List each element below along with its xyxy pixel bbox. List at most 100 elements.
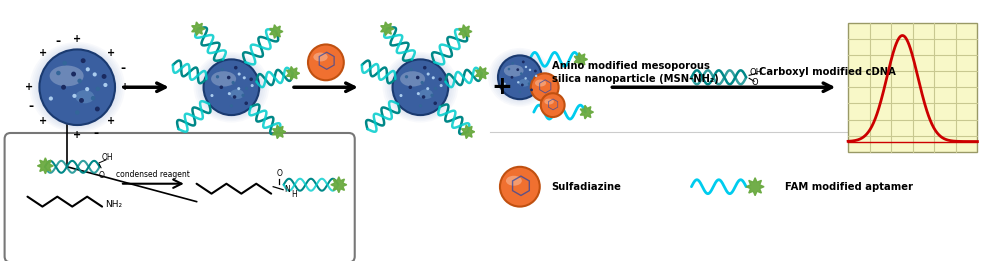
Ellipse shape <box>535 80 546 86</box>
Ellipse shape <box>534 77 553 96</box>
Ellipse shape <box>220 76 238 93</box>
Ellipse shape <box>60 70 88 97</box>
Circle shape <box>420 81 424 84</box>
Circle shape <box>512 62 514 65</box>
Ellipse shape <box>530 73 559 101</box>
Ellipse shape <box>47 57 106 115</box>
Text: +: + <box>73 35 81 45</box>
Circle shape <box>419 104 422 107</box>
Text: +: + <box>39 48 47 58</box>
Ellipse shape <box>541 94 564 116</box>
Ellipse shape <box>531 74 557 100</box>
Ellipse shape <box>512 69 524 81</box>
Ellipse shape <box>396 63 444 111</box>
Ellipse shape <box>505 63 532 90</box>
Ellipse shape <box>505 172 531 199</box>
Ellipse shape <box>30 42 125 133</box>
Circle shape <box>104 83 107 87</box>
Ellipse shape <box>410 77 425 92</box>
Ellipse shape <box>500 167 539 207</box>
Ellipse shape <box>211 71 236 86</box>
Circle shape <box>228 92 231 95</box>
Ellipse shape <box>390 58 451 117</box>
Ellipse shape <box>57 67 92 101</box>
Ellipse shape <box>66 76 80 90</box>
Ellipse shape <box>199 56 263 118</box>
Ellipse shape <box>317 53 331 67</box>
Ellipse shape <box>414 81 419 86</box>
Ellipse shape <box>407 74 429 96</box>
Ellipse shape <box>212 67 249 105</box>
Ellipse shape <box>544 97 559 111</box>
Circle shape <box>528 69 531 71</box>
Text: condensed reagent: condensed reagent <box>116 170 189 179</box>
Circle shape <box>416 76 419 79</box>
Ellipse shape <box>541 84 543 86</box>
Ellipse shape <box>216 72 244 99</box>
Ellipse shape <box>195 53 267 121</box>
Text: +: + <box>491 75 513 99</box>
Text: O: O <box>99 171 105 180</box>
Circle shape <box>242 94 245 97</box>
Ellipse shape <box>502 169 536 203</box>
Ellipse shape <box>508 174 528 195</box>
Ellipse shape <box>507 173 530 197</box>
Ellipse shape <box>504 65 524 77</box>
Ellipse shape <box>538 81 547 90</box>
Ellipse shape <box>209 65 252 108</box>
Circle shape <box>96 87 100 91</box>
Circle shape <box>409 68 413 71</box>
Circle shape <box>525 66 528 68</box>
Ellipse shape <box>535 78 552 95</box>
Ellipse shape <box>501 58 538 96</box>
FancyBboxPatch shape <box>5 133 355 262</box>
Text: O: O <box>276 169 282 178</box>
Polygon shape <box>331 177 347 193</box>
Text: FAM modified aptamer: FAM modified aptamer <box>786 182 913 192</box>
Ellipse shape <box>43 53 111 121</box>
Ellipse shape <box>540 93 565 117</box>
Ellipse shape <box>206 62 256 112</box>
Ellipse shape <box>230 89 244 99</box>
Ellipse shape <box>63 73 84 94</box>
Circle shape <box>75 110 80 115</box>
Ellipse shape <box>498 55 541 99</box>
Ellipse shape <box>542 95 563 115</box>
Circle shape <box>427 73 430 75</box>
Circle shape <box>85 87 90 91</box>
Ellipse shape <box>492 51 547 104</box>
Ellipse shape <box>53 63 98 107</box>
Ellipse shape <box>537 80 548 91</box>
Ellipse shape <box>316 52 332 69</box>
Circle shape <box>440 84 443 87</box>
Ellipse shape <box>51 62 100 109</box>
Ellipse shape <box>411 78 424 90</box>
Circle shape <box>520 72 523 75</box>
Ellipse shape <box>413 80 421 88</box>
Ellipse shape <box>543 96 561 113</box>
Ellipse shape <box>395 62 446 112</box>
Bar <box>848 23 977 152</box>
Ellipse shape <box>225 81 230 86</box>
Ellipse shape <box>508 65 529 87</box>
Circle shape <box>511 76 514 79</box>
Circle shape <box>434 87 437 90</box>
Text: OH: OH <box>103 153 113 162</box>
Ellipse shape <box>49 66 84 86</box>
Ellipse shape <box>222 78 235 90</box>
Ellipse shape <box>530 73 559 101</box>
Circle shape <box>508 68 511 70</box>
Ellipse shape <box>37 48 117 127</box>
Circle shape <box>249 78 253 81</box>
Ellipse shape <box>548 101 553 106</box>
Ellipse shape <box>315 51 334 70</box>
Ellipse shape <box>507 64 530 88</box>
Circle shape <box>434 101 437 105</box>
Ellipse shape <box>383 52 458 123</box>
Ellipse shape <box>513 70 523 80</box>
Ellipse shape <box>510 176 526 192</box>
Circle shape <box>93 72 97 77</box>
Ellipse shape <box>213 68 247 103</box>
Ellipse shape <box>516 73 518 75</box>
Circle shape <box>216 75 219 78</box>
